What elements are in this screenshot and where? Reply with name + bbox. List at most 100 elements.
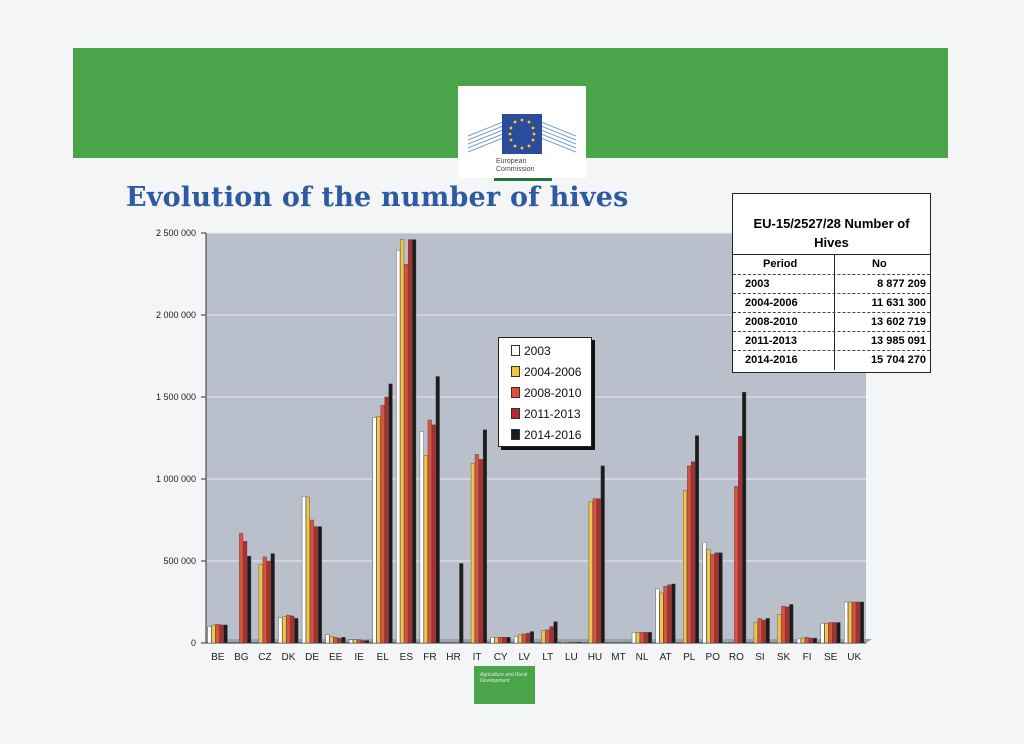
- table-row: 2003 8 877 209: [733, 274, 930, 294]
- x-tick-label: DK: [282, 652, 296, 663]
- x-tick-label: FR: [423, 652, 436, 663]
- bar-FR-2014-2016: [435, 376, 440, 644]
- bar-SE-2004-2006: [824, 623, 829, 644]
- bar-EL-2004-2006: [376, 416, 381, 644]
- bar-SI-2008-2010: [757, 618, 762, 644]
- x-tick-label: UK: [847, 652, 861, 663]
- x-tick-label: PL: [683, 652, 696, 663]
- bar-CZ-2011-2013: [266, 560, 271, 644]
- logo-card: European Commission: [458, 86, 586, 181]
- bar-HU-2011-2013: [596, 498, 601, 644]
- bar-FI-2003: [796, 638, 801, 644]
- legend-swatch: [511, 387, 520, 398]
- logo-underline: [494, 178, 552, 181]
- bar-LV-2003: [514, 636, 519, 644]
- bar-CZ-2004-2006: [258, 564, 263, 644]
- bar-PL-2008-2010: [687, 465, 692, 644]
- logo-line-1: European: [496, 158, 527, 165]
- bar-ES-2011-2013: [408, 239, 413, 644]
- table-cell-period: 2008-2010: [745, 316, 798, 328]
- bar-ES-2004-2006: [400, 239, 405, 644]
- x-tick-label: RO: [729, 652, 744, 663]
- x-tick-label: ES: [400, 652, 414, 663]
- bar-BG-2014-2016: [247, 555, 252, 644]
- bar-LV-2008-2010: [522, 633, 527, 644]
- bar-ES-2014-2016: [412, 239, 417, 644]
- legend-item: 2014-2016: [511, 428, 581, 442]
- x-tick-label: DE: [305, 652, 319, 663]
- y-tick-label: 1 000 000: [156, 474, 196, 484]
- bar-IT-2011-2013: [478, 459, 483, 644]
- table-heading-line-1: EU-15/2527/28 Number of: [753, 216, 910, 231]
- bar-HU-2014-2016: [600, 465, 605, 644]
- bar-LU-2004-2006: [565, 641, 570, 644]
- table-cell-no: 11 631 300: [871, 297, 926, 309]
- bar-PO-2011-2013: [714, 552, 719, 644]
- bar-IE-2004-2006: [353, 639, 358, 644]
- bar-SI-2014-2016: [765, 618, 770, 644]
- bar-IE-2003: [349, 639, 354, 644]
- bar-IT-2008-2010: [474, 454, 479, 644]
- bar-RO-2011-2013: [738, 436, 743, 644]
- bar-PL-2004-2006: [683, 490, 688, 644]
- column-header-no: No: [872, 258, 887, 270]
- bar-UK-2003: [844, 601, 849, 644]
- bar-AT-2004-2006: [659, 592, 664, 644]
- x-tick-label: NL: [636, 652, 649, 663]
- bar-LV-2014-2016: [530, 631, 535, 644]
- table-row: 2008-2010 13 602 719: [733, 312, 930, 332]
- legend-label: 2014-2016: [524, 428, 582, 442]
- table-heading: EU-15/2527/28 Number of Hives: [733, 194, 930, 254]
- bar-SK-2014-2016: [789, 604, 794, 644]
- bar-UK-2008-2010: [852, 601, 857, 644]
- bar-PO-2004-2006: [706, 549, 711, 644]
- legend-swatch: [511, 408, 520, 419]
- bar-IE-2014-2016: [365, 640, 370, 644]
- bar-LT-2014-2016: [553, 621, 558, 644]
- legend-label: 2008-2010: [524, 386, 582, 400]
- bar-LT-2008-2010: [545, 629, 550, 644]
- bar-NL-2003: [631, 632, 636, 644]
- table-cell-no: 8 877 209: [877, 278, 926, 290]
- x-tick-label: BG: [234, 652, 249, 663]
- bar-IT-2014-2016: [482, 429, 487, 644]
- bar-UK-2014-2016: [860, 601, 865, 644]
- bar-BG-2008-2010: [239, 532, 244, 644]
- x-tick-label: IE: [354, 652, 364, 663]
- bar-SK-2011-2013: [785, 606, 790, 644]
- x-tick-label: MT: [611, 652, 625, 663]
- bar-FI-2004-2006: [800, 637, 805, 644]
- legend-label: 2003: [524, 344, 551, 358]
- bar-CY-2003: [490, 637, 495, 644]
- bar-FR-2011-2013: [431, 424, 436, 644]
- bar-DE-2014-2016: [317, 526, 322, 644]
- x-tick-label: HR: [446, 652, 460, 663]
- bar-UK-2011-2013: [856, 601, 861, 644]
- bar-SE-2014-2016: [836, 622, 841, 644]
- table-cell-period: 2011-2013: [745, 335, 797, 347]
- bar-EE-2003: [325, 634, 330, 644]
- bar-EE-2008-2010: [333, 637, 338, 644]
- page-title: Evolution of the number of hives: [126, 182, 629, 213]
- bar-HR-2014-2016: [459, 563, 464, 644]
- x-tick-label: HU: [588, 652, 602, 663]
- y-tick-label: 2 500 000: [156, 228, 196, 238]
- legend-label: 2011-2013: [524, 407, 581, 421]
- bar-FR-2008-2010: [427, 419, 432, 644]
- y-tick-label: 2 000 000: [156, 310, 196, 320]
- bar-LU-2014-2016: [577, 641, 582, 644]
- bar-DK-2014-2016: [294, 618, 299, 644]
- table-cell-period: 2004-2006: [745, 297, 798, 309]
- bar-FI-2014-2016: [812, 637, 817, 644]
- bar-ES-2008-2010: [404, 263, 409, 644]
- bar-DK-2008-2010: [286, 614, 291, 644]
- y-tick-label: 500 000: [163, 556, 196, 566]
- hives-summary-table: EU-15/2527/28 Number of Hives Period No …: [732, 193, 931, 373]
- legend-swatch: [511, 366, 520, 377]
- bar-CY-2004-2006: [494, 637, 499, 644]
- x-tick-label: SK: [777, 652, 791, 663]
- bar-UK-2004-2006: [848, 601, 853, 644]
- legend-label: 2004-2006: [524, 365, 582, 379]
- bar-CY-2011-2013: [502, 637, 507, 644]
